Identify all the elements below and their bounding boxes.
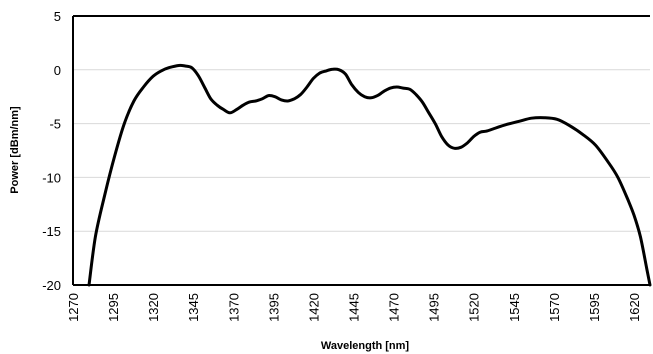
x-tick-label: 1420: [306, 293, 321, 322]
x-tick-label: 1520: [467, 293, 482, 322]
x-axis-title: Wavelength [nm]: [321, 340, 410, 352]
x-tick-label: 1595: [587, 293, 602, 322]
y-axis-title: Power [dBm/nm]: [9, 106, 21, 194]
x-tick-label: 1370: [226, 293, 241, 322]
x-tick-label: 1545: [507, 293, 522, 322]
x-tick-label: 1470: [387, 293, 402, 322]
axes: [72, 15, 650, 286]
x-tick-label: 1320: [146, 293, 161, 322]
x-tick-label: 1345: [186, 293, 201, 322]
x-tick-labels: 1270 1295 1320 1345 1370 1395 1420 1445 1470 1495…: [66, 293, 642, 322]
x-tick-label: 1495: [427, 293, 442, 322]
y-tick-label: -20: [42, 278, 61, 293]
y-tick-label: -5: [49, 117, 61, 132]
x-tick-label: 1270: [66, 293, 81, 322]
x-tick-label: 1295: [106, 293, 121, 322]
x-tick-label: 1445: [346, 293, 361, 322]
y-tick-labels: 5 0 -5 -10 -15 -20: [42, 9, 61, 293]
series-line: [87, 63, 652, 287]
y-tick-label: 5: [54, 9, 61, 24]
x-tick-label: 1395: [266, 293, 281, 322]
x-tick-label: 1620: [627, 293, 642, 322]
y-tick-label: -10: [42, 170, 61, 185]
gridlines: [73, 69, 650, 232]
y-tick-label: -15: [42, 224, 61, 239]
x-tick-label: 1570: [547, 293, 562, 322]
y-tick-label: 0: [54, 63, 61, 78]
